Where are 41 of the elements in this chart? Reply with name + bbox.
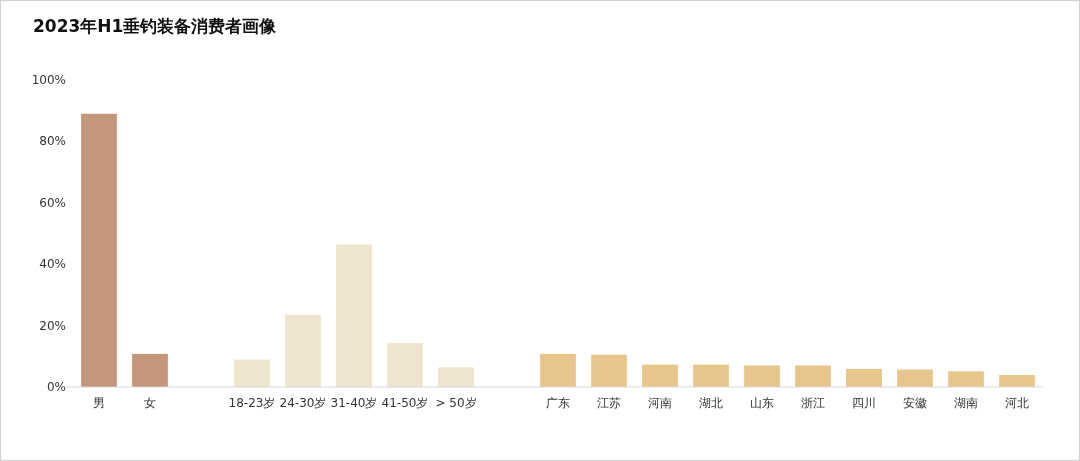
bar: [795, 365, 831, 387]
bar: [591, 354, 627, 387]
x-tick-label: 男: [93, 396, 105, 410]
x-tick-label: 山东: [750, 396, 774, 410]
bar: [693, 364, 729, 387]
x-tick-label: 广东: [546, 396, 570, 410]
bar: [132, 353, 168, 387]
x-tick-label: 24-30岁: [279, 396, 327, 410]
bar: [387, 343, 423, 387]
y-tick-label: 80%: [39, 134, 66, 149]
bar: [438, 367, 474, 387]
y-tick-label: 60%: [39, 195, 66, 210]
bar: [336, 244, 372, 387]
bar: [642, 364, 678, 387]
y-tick-label: 20%: [39, 318, 66, 333]
bar: [81, 113, 117, 387]
y-tick-label: 40%: [39, 257, 66, 272]
x-tick-label: 江苏: [597, 396, 621, 410]
x-tick-label: 浙江: [801, 396, 825, 410]
bar: [540, 353, 576, 387]
x-tick-label: 18-23岁: [228, 396, 276, 410]
x-tick-label: 安徽: [903, 396, 927, 410]
x-tick-label: 湖北: [699, 396, 723, 410]
chart-title: 2023年H1垂钓装备消费者画像: [33, 16, 278, 36]
x-tick-label: 31-40岁: [330, 396, 378, 410]
bar: [999, 375, 1035, 387]
x-tick-label: > 50岁: [435, 396, 477, 410]
x-tick-label: 河南: [648, 396, 672, 410]
y-tick-label: 0%: [46, 380, 66, 394]
y-tick-label: 100%: [31, 73, 66, 87]
x-tick-label: 河北: [1005, 396, 1029, 410]
bar: [285, 314, 321, 387]
x-tick-label: 41-50岁: [381, 396, 429, 410]
x-tick-label: 四川: [852, 396, 876, 410]
bar: [897, 369, 933, 387]
bar: [948, 371, 984, 387]
x-tick-label: 女: [144, 396, 156, 410]
bar: [744, 365, 780, 387]
bar: [846, 368, 882, 387]
x-tick-label: 湖南: [954, 396, 978, 410]
bar: [234, 359, 270, 387]
